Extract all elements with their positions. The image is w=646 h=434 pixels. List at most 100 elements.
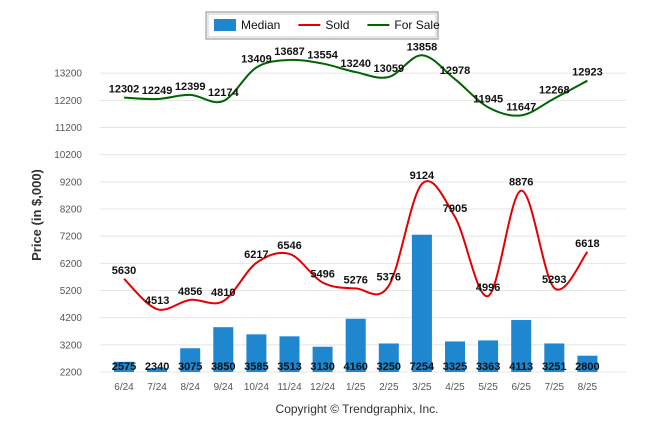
x-tick-2-25: 2/25 <box>379 382 399 393</box>
legend-swatch-median <box>214 19 236 31</box>
for-sale-label-6-24: 12302 <box>109 84 140 96</box>
for-sale-line <box>123 54 588 117</box>
for-sale-label-6-25: 11647 <box>506 101 536 113</box>
legend-box <box>205 11 439 40</box>
bar-10-24 <box>246 334 267 372</box>
y-axis-ticks: 2200 3200 4200 5200 6200 7200 8200 9200 10200 112… <box>54 69 82 379</box>
bar-label-9-24: 3850 <box>211 361 235 373</box>
bar-label-8-25: 2800 <box>575 361 599 373</box>
sold-line <box>123 180 589 311</box>
bar-label-1-25: 4160 <box>343 361 367 373</box>
bar-label-10-24: 3585 <box>244 361 268 373</box>
data-labels: 2575 2340 3075 3850 3585 3513 3130 4160 3250 7254… <box>109 41 603 373</box>
sold-label-9-24: 4810 <box>211 287 235 299</box>
for-sale-label-8-24: 12399 <box>175 81 206 93</box>
x-tick-8-25: 8/25 <box>578 382 598 393</box>
bar-8-24 <box>180 348 201 372</box>
for-sale-label-1-25: 13240 <box>340 58 371 70</box>
bar-7-25 <box>544 343 565 372</box>
y-axis-label: Price (in $,000) <box>29 169 44 261</box>
bar-6-24 <box>114 361 134 372</box>
x-tick-11-24: 11/24 <box>277 382 302 393</box>
bar-1-25 <box>345 318 366 372</box>
for-sale-label-4-25: 12978 <box>440 65 471 77</box>
sold-label-8-25: 6618 <box>575 238 599 250</box>
for-sale-label-3-25: 13858 <box>407 41 438 53</box>
x-tick-3-25: 3/25 <box>412 382 432 393</box>
bar-label-2-25: 3250 <box>377 361 401 373</box>
bar-5-25 <box>478 340 499 372</box>
legend-inner-border <box>207 13 437 38</box>
y-tick-6200: 6200 <box>60 259 83 270</box>
y-tick-4200: 4200 <box>60 313 83 324</box>
x-tick-7-24: 7/24 <box>147 382 167 393</box>
bar-12-24 <box>312 346 333 372</box>
bar-label-8-24: 3075 <box>178 361 202 373</box>
x-tick-7-25: 7/25 <box>545 382 565 393</box>
for-sale-label-5-25: 11945 <box>473 93 503 105</box>
sold-label-3-25: 9124 <box>410 170 435 182</box>
bar-label-6-25: 4113 <box>509 361 533 373</box>
sold-label-6-25: 8876 <box>509 177 533 189</box>
x-tick-10-24: 10/24 <box>244 382 269 393</box>
x-tick-9-24: 9/24 <box>214 382 234 393</box>
y-tick-8200: 8200 <box>60 205 83 216</box>
for-sale-label-12-24: 13554 <box>307 50 338 62</box>
y-tick-7200: 7200 <box>60 232 83 243</box>
y-tick-11200: 11200 <box>55 123 83 134</box>
sold-label-7-25: 5293 <box>542 274 566 286</box>
x-tick-1-25: 1/25 <box>346 382 366 393</box>
legend: Median Sold For Sale <box>205 11 440 40</box>
x-axis-ticks: 6/24 7/24 8/24 9/24 10/24 11/24 12/24 1/25 2/25 3… <box>114 382 597 393</box>
y-tick-10200: 10200 <box>54 150 82 161</box>
bar-2-25 <box>378 343 399 372</box>
for-sale-label-7-24: 12249 <box>142 85 173 97</box>
for-sale-label-8-25: 12923 <box>572 67 603 79</box>
y-tick-2200: 2200 <box>60 368 83 379</box>
copyright-footer: Copyright © Trendgraphix, Inc. <box>276 402 439 416</box>
sold-label-10-24: 6217 <box>244 249 268 261</box>
y-tick-12200: 12200 <box>54 96 82 107</box>
sold-label-1-25: 5276 <box>343 274 367 286</box>
legend-label-median: Median <box>241 18 280 32</box>
x-tick-8-24: 8/24 <box>180 382 200 393</box>
series-lines <box>123 54 589 311</box>
bar-label-7-24: 2340 <box>145 361 169 373</box>
bar-label-12-24: 3130 <box>310 361 334 373</box>
x-tick-4-25: 4/25 <box>445 382 465 393</box>
y-tick-3200: 3200 <box>60 340 83 351</box>
sold-label-6-24: 5630 <box>112 265 136 277</box>
x-tick-12-24: 12/24 <box>310 382 335 393</box>
sold-label-11-24: 6546 <box>277 240 301 252</box>
y-tick-9200: 9200 <box>60 177 83 188</box>
bar-11-24 <box>279 336 300 372</box>
bar-label-5-25: 3363 <box>476 361 500 373</box>
legend-label-for-sale: For Sale <box>394 18 440 32</box>
x-tick-6-24: 6/24 <box>114 382 134 393</box>
bar-8-25 <box>577 355 598 372</box>
for-sale-label-7-25: 12268 <box>539 84 570 96</box>
bar-label-11-24: 3513 <box>277 361 301 373</box>
bar-label-7-25: 3251 <box>542 361 566 373</box>
bar-4-25 <box>445 341 465 372</box>
bar-6-25 <box>511 320 532 372</box>
bar-label-6-24: 2575 <box>112 361 136 373</box>
x-tick-6-25: 6/25 <box>511 382 531 393</box>
legend-label-sold: Sold <box>325 18 349 32</box>
bar-label-3-25: 7254 <box>410 361 435 373</box>
bar-3-25 <box>411 234 432 372</box>
median-bars <box>114 234 598 372</box>
for-sale-label-9-24: 12174 <box>208 87 239 99</box>
bar-7-24 <box>147 368 168 372</box>
y-tick-5200: 5200 <box>60 286 83 297</box>
bar-9-24 <box>213 327 234 372</box>
sold-label-12-24: 5496 <box>310 268 334 280</box>
sold-label-8-24: 4856 <box>178 286 202 298</box>
sold-label-4-25: 7905 <box>443 203 467 215</box>
grid-lines <box>100 72 626 373</box>
sold-label-2-25: 5376 <box>377 272 401 284</box>
x-tick-5-25: 5/25 <box>478 382 498 393</box>
bar-label-4-25: 3325 <box>443 361 467 373</box>
sold-label-5-25: 4996 <box>476 282 500 294</box>
